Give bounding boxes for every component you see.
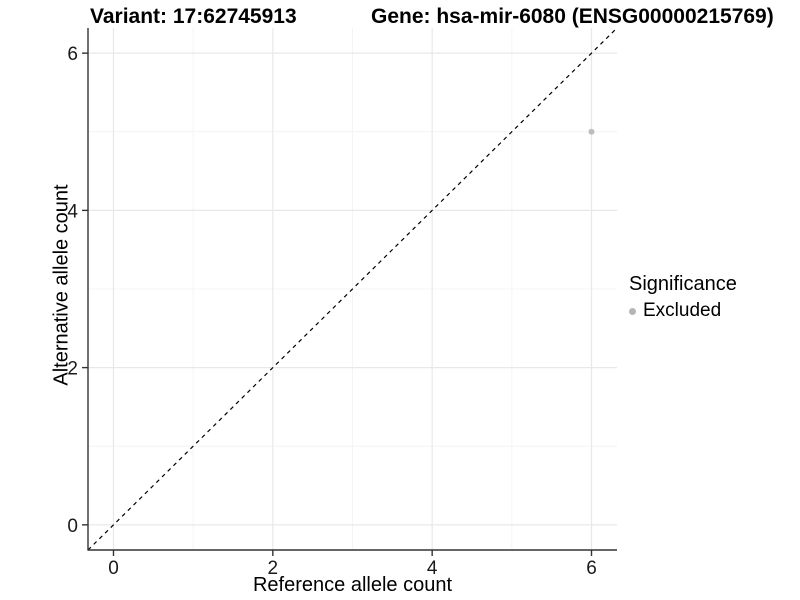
x-tick-label: 2 (268, 558, 279, 579)
excluded-point-icon (629, 307, 636, 315)
variant-title: Variant: 17:62745913 (90, 5, 297, 28)
legend-item-label: Excluded (643, 300, 722, 321)
y-tick-label: 4 (67, 201, 78, 222)
x-tick-label: 4 (427, 558, 438, 579)
x-axis-title: Reference allele count (252, 574, 452, 596)
gene-title: Gene: hsa-mir-6080 (ENSG00000215769) (371, 5, 774, 28)
data-point (588, 128, 595, 135)
legend-item-excluded: Excluded (629, 300, 737, 322)
x-tick-label: 6 (586, 558, 597, 579)
legend-title: Significance (629, 273, 737, 295)
legend: Significance Excluded (629, 273, 737, 322)
y-tick-label: 6 (67, 44, 78, 65)
identity-line (87, 27, 618, 551)
y-tick-label: 2 (67, 359, 78, 380)
y-tick-label: 0 (67, 516, 78, 537)
y-axis-title: Alternative allele count (50, 184, 73, 386)
x-tick-label: 0 (108, 558, 119, 579)
